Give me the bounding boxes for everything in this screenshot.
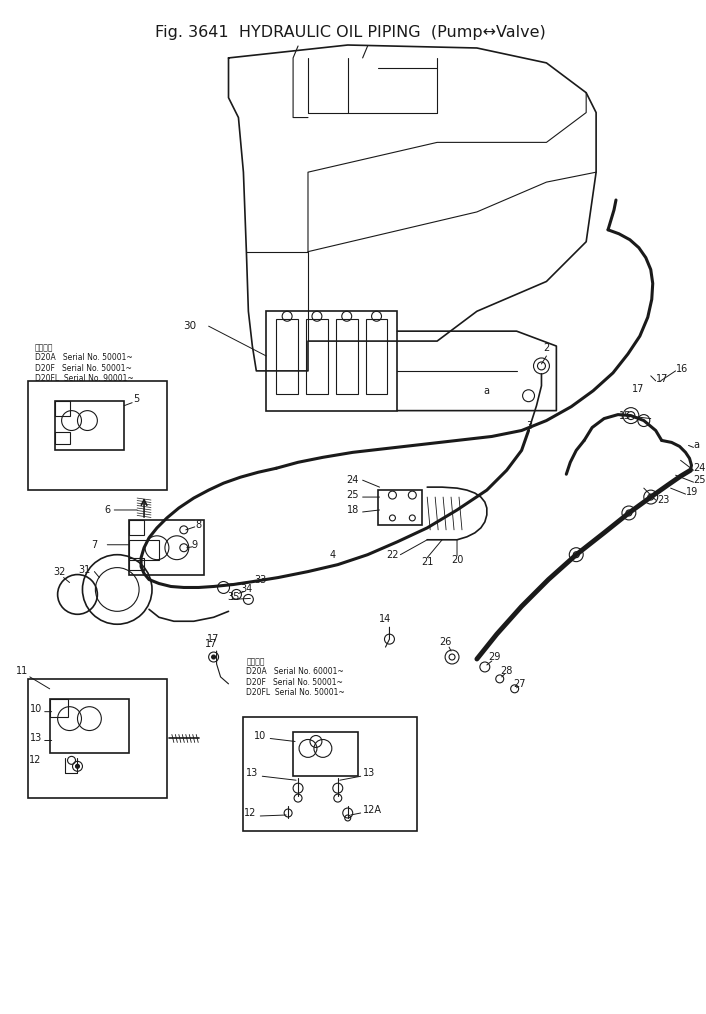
Text: 15: 15 bbox=[618, 411, 631, 421]
Text: 19: 19 bbox=[686, 487, 698, 497]
Text: 27: 27 bbox=[513, 678, 526, 689]
Text: 9: 9 bbox=[191, 539, 198, 550]
Bar bbox=[129, 539, 159, 560]
Text: 21: 21 bbox=[421, 557, 433, 567]
Text: 適用号機
D20A   Serial No. 60001~
D20F   Serial No. 50001~
D20FL  Serial No. 50001~: 適用号機 D20A Serial No. 60001~ D20F Serial … bbox=[246, 657, 345, 698]
Text: 13: 13 bbox=[30, 733, 42, 743]
Bar bbox=[129, 520, 203, 575]
Bar bbox=[378, 490, 422, 525]
Circle shape bbox=[76, 765, 80, 769]
Text: 24: 24 bbox=[347, 476, 359, 485]
Text: 適用号機
D20A   Serial No. 50001~
D20F   Serial No. 50001~
D20FL  Serial No. 90001~: 適用号機 D20A Serial No. 50001~ D20F Serial … bbox=[35, 343, 133, 383]
Text: 13: 13 bbox=[363, 769, 375, 779]
Circle shape bbox=[212, 655, 215, 659]
Text: 29: 29 bbox=[489, 652, 501, 662]
Bar bbox=[266, 311, 397, 411]
Text: 12: 12 bbox=[30, 755, 42, 766]
Bar bbox=[28, 381, 167, 490]
Text: 17: 17 bbox=[656, 374, 668, 384]
Bar bbox=[244, 717, 417, 830]
Text: 35: 35 bbox=[227, 592, 239, 602]
Bar bbox=[129, 520, 144, 534]
Text: 22: 22 bbox=[386, 550, 399, 560]
Bar bbox=[54, 433, 70, 444]
Text: 12: 12 bbox=[244, 808, 256, 818]
Bar bbox=[49, 699, 129, 753]
Text: 33: 33 bbox=[254, 575, 266, 584]
Text: 24: 24 bbox=[693, 463, 706, 474]
Text: 31: 31 bbox=[78, 565, 90, 575]
Text: Fig. 3641  HYDRAULIC OIL PIPING  (Pump↔Valve): Fig. 3641 HYDRAULIC OIL PIPING (Pump↔Val… bbox=[155, 25, 546, 41]
Text: a: a bbox=[484, 385, 490, 395]
Text: 23: 23 bbox=[658, 495, 670, 505]
Text: 25: 25 bbox=[347, 490, 359, 500]
Text: 17: 17 bbox=[205, 639, 218, 649]
Text: 6: 6 bbox=[104, 505, 110, 515]
Text: 34: 34 bbox=[240, 584, 253, 594]
Text: 18: 18 bbox=[347, 505, 359, 515]
Text: 20: 20 bbox=[451, 555, 463, 565]
Text: 26: 26 bbox=[439, 637, 451, 647]
Text: 28: 28 bbox=[501, 666, 513, 676]
Bar bbox=[54, 401, 124, 450]
Bar bbox=[366, 319, 388, 393]
Text: 5: 5 bbox=[133, 393, 139, 404]
Bar bbox=[49, 699, 68, 717]
Bar bbox=[54, 401, 70, 416]
Text: 12A: 12A bbox=[363, 805, 382, 815]
Text: 17: 17 bbox=[632, 383, 645, 393]
Bar bbox=[129, 558, 144, 570]
Text: 30: 30 bbox=[184, 321, 197, 332]
Text: 14: 14 bbox=[379, 614, 392, 625]
Bar bbox=[293, 731, 358, 777]
Bar bbox=[306, 319, 328, 393]
Text: a: a bbox=[693, 440, 700, 450]
Text: 25: 25 bbox=[693, 476, 706, 485]
Text: 13: 13 bbox=[246, 769, 258, 779]
Text: 11: 11 bbox=[16, 666, 28, 676]
Text: 8: 8 bbox=[196, 520, 202, 530]
Text: 4: 4 bbox=[330, 550, 336, 560]
Bar bbox=[336, 319, 358, 393]
Text: 7: 7 bbox=[91, 539, 97, 550]
Text: 16: 16 bbox=[676, 364, 688, 374]
Text: 3: 3 bbox=[527, 421, 532, 431]
Bar bbox=[276, 319, 298, 393]
Text: 2: 2 bbox=[544, 343, 549, 353]
Text: 10: 10 bbox=[254, 730, 266, 740]
Text: 32: 32 bbox=[54, 567, 66, 577]
Text: 10: 10 bbox=[30, 704, 42, 714]
Text: 17: 17 bbox=[208, 634, 220, 644]
Bar bbox=[28, 679, 167, 798]
